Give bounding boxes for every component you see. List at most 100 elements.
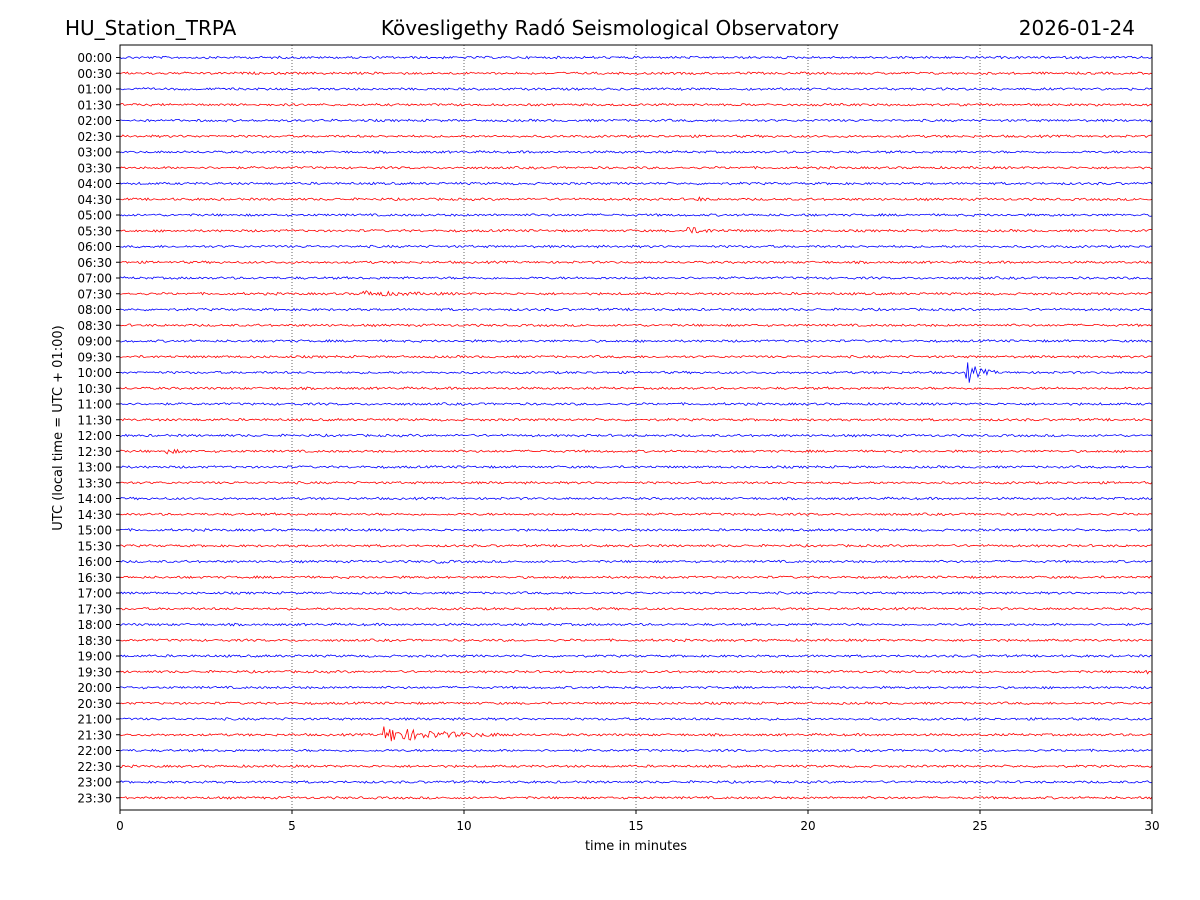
x-tick-label: 10: [456, 819, 471, 833]
y-tick-label: 12:00: [77, 429, 112, 443]
trace-row: [119, 87, 1153, 91]
y-tick-label: 23:00: [77, 776, 112, 790]
y-tick-label: 13:00: [77, 461, 112, 475]
trace-row: [119, 150, 1153, 155]
trace-row: [119, 726, 1153, 742]
trace-row: [119, 669, 1153, 675]
y-tick-label: 01:30: [77, 98, 112, 112]
x-tick-label: 15: [628, 819, 643, 833]
x-tick-label: 25: [972, 819, 987, 833]
trace-row: [119, 448, 1153, 455]
x-tick-label: 0: [116, 819, 124, 833]
trace-row: [119, 362, 1153, 383]
y-tick-label: 07:30: [77, 287, 112, 301]
y-tick-label: 05:00: [77, 209, 112, 223]
y-tick-label: 21:00: [77, 713, 112, 727]
trace-row: [119, 276, 1153, 280]
trace-row: [119, 71, 1153, 76]
trace-row: [119, 795, 1153, 800]
y-tick-label: 17:00: [77, 587, 112, 601]
trace-row: [119, 591, 1153, 595]
y-tick-label: 09:00: [77, 335, 112, 349]
y-tick-label: 03:30: [77, 161, 112, 175]
trace-row: [119, 323, 1153, 328]
y-tick-label: 18:30: [77, 634, 112, 648]
traces: [119, 55, 1153, 800]
y-tick-label: 08:30: [77, 319, 112, 333]
trace-row: [119, 764, 1153, 769]
trace-row: [119, 354, 1153, 359]
y-tick-label: 19:00: [77, 650, 112, 664]
trace-row: [119, 575, 1153, 580]
y-tick-label: 17:30: [77, 602, 112, 616]
y-tick-label: 00:30: [77, 67, 112, 81]
y-tick-label: 04:30: [77, 193, 112, 207]
y-tick-label: 15:30: [77, 539, 112, 553]
trace-row: [119, 779, 1153, 784]
trace-row: [119, 260, 1153, 265]
trace-row: [119, 654, 1153, 658]
y-tick-label: 11:30: [77, 413, 112, 427]
y-tick-label: 00:00: [77, 51, 112, 65]
trace-row: [119, 307, 1153, 312]
y-tick-label: 03:00: [77, 146, 112, 160]
trace-row: [119, 55, 1153, 60]
trace-row: [119, 196, 1153, 202]
y-tick-label: 21:30: [77, 728, 112, 742]
y-tick-label: 10:00: [77, 366, 112, 380]
y-tick-label: 12:30: [77, 445, 112, 459]
y-tick-label: 15:00: [77, 524, 112, 538]
y-tick-label: 18:00: [77, 618, 112, 632]
y-tick-label: 20:00: [77, 681, 112, 695]
y-tick-label: 23:30: [77, 791, 112, 805]
y-tick-label: 06:00: [77, 240, 112, 254]
trace-row: [119, 606, 1153, 611]
trace-row: [119, 134, 1153, 139]
station-label: HU_Station_TRPA: [65, 16, 237, 40]
trace-row: [119, 213, 1153, 217]
y-axis-title: UTC (local time = UTC + 01:00): [51, 325, 66, 530]
y-tick-label: 22:00: [77, 744, 112, 758]
trace-row: [119, 512, 1153, 517]
trace-row: [119, 433, 1153, 438]
trace-row: [119, 543, 1153, 548]
y-tick-label: 22:30: [77, 760, 112, 774]
trace-row: [119, 480, 1153, 485]
y-tick-label: 02:30: [77, 130, 112, 144]
trace-row: [119, 244, 1153, 249]
trace-row: [119, 496, 1153, 501]
y-tick-label: 05:30: [77, 224, 112, 238]
trace-row: [119, 102, 1153, 107]
y-tick-label: 01:00: [77, 83, 112, 97]
trace-row: [119, 717, 1153, 721]
trace-row: [119, 386, 1153, 391]
trace-row: [119, 622, 1153, 627]
trace-row: [119, 118, 1153, 123]
x-tick-label: 30: [1144, 819, 1159, 833]
y-tick-label: 04:00: [77, 177, 112, 191]
x-tick-label: 5: [288, 819, 296, 833]
x-axis-title: time in minutes: [585, 839, 687, 854]
chart-title: Kövesligethy Radó Seismological Observat…: [381, 16, 839, 40]
y-tick-label: 16:30: [77, 571, 112, 585]
trace-row: [119, 417, 1153, 422]
y-tick-label: 07:00: [77, 272, 112, 286]
y-tick-label: 11:00: [77, 398, 112, 412]
trace-row: [119, 181, 1153, 186]
y-tick-label: 10:30: [77, 382, 112, 396]
trace-row: [119, 290, 1153, 297]
y-tick-label: 09:30: [77, 350, 112, 364]
trace-row: [119, 748, 1153, 753]
y-tick-label: 20:30: [77, 697, 112, 711]
trace-row: [119, 338, 1153, 343]
y-tick-label: 14:30: [77, 508, 112, 522]
y-tick-label: 06:30: [77, 256, 112, 270]
y-tick-label: 16:00: [77, 555, 112, 569]
x-axis: 0 5 10 15 20 25 30: [116, 810, 1160, 833]
trace-row: [119, 559, 1153, 564]
trace-row: [119, 685, 1153, 690]
y-tick-label: 08:00: [77, 303, 112, 317]
trace-row: [119, 527, 1153, 532]
y-tick-label: 02:00: [77, 114, 112, 128]
